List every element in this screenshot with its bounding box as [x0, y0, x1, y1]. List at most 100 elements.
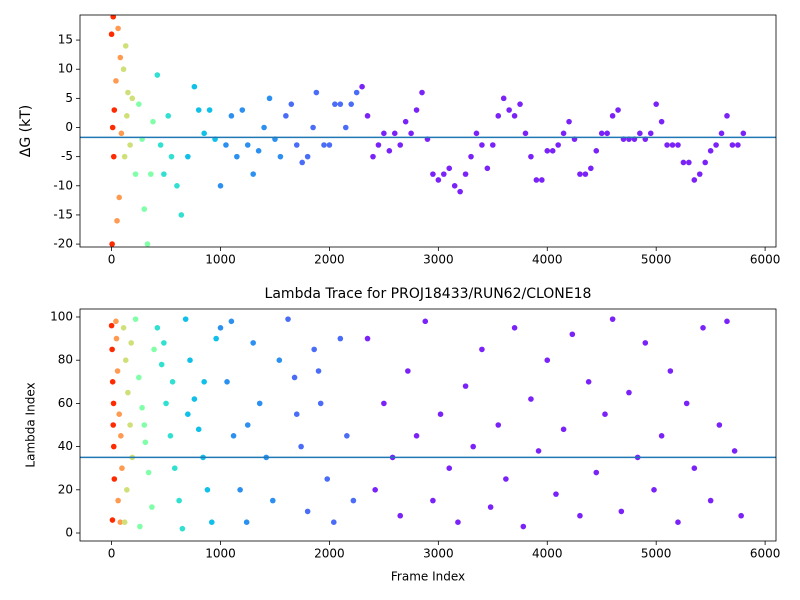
point: [321, 142, 327, 148]
point: [680, 159, 687, 166]
point: [370, 153, 376, 160]
point: [667, 368, 674, 374]
point: [217, 324, 224, 331]
x-tick-label: 0: [108, 547, 116, 561]
point: [250, 171, 256, 177]
point: [626, 389, 632, 396]
point: [288, 101, 295, 107]
point: [118, 130, 125, 137]
point: [127, 142, 133, 148]
x-tick-label: 1000: [205, 547, 236, 561]
point: [311, 346, 317, 353]
point: [110, 443, 117, 450]
point: [455, 519, 461, 526]
point: [185, 153, 191, 160]
point: [122, 357, 129, 363]
point: [110, 400, 117, 407]
point: [419, 89, 425, 96]
point: [228, 318, 235, 325]
point: [353, 89, 360, 96]
point: [158, 361, 165, 368]
point: [408, 130, 414, 137]
point: [110, 422, 117, 428]
points: [108, 15, 747, 247]
point: [593, 469, 600, 476]
point: [446, 465, 453, 472]
point: [141, 422, 148, 428]
point: [113, 318, 119, 325]
y-tick-label: -10: [53, 178, 73, 192]
point: [261, 124, 267, 131]
point: [117, 519, 124, 526]
point: [344, 433, 350, 439]
point: [176, 497, 182, 504]
point: [642, 340, 649, 346]
point: [108, 31, 115, 38]
subplot: 0 1000 2000 3000 4000 5000 6000 -20 -15 -10 -5 0 5 10…: [18, 14, 780, 267]
point: [230, 433, 237, 439]
point: [239, 107, 246, 113]
point: [109, 378, 116, 385]
point: [495, 113, 502, 119]
point: [430, 497, 436, 504]
point: [342, 124, 349, 131]
point: [117, 54, 124, 61]
point: [293, 411, 300, 417]
point: [560, 130, 567, 137]
point: [364, 335, 371, 342]
point: [609, 316, 616, 322]
point: [500, 95, 507, 102]
point: [372, 487, 378, 493]
point: [132, 316, 139, 322]
point: [707, 148, 714, 154]
point: [535, 448, 542, 454]
point: [150, 118, 156, 125]
point: [137, 523, 143, 530]
point: [111, 107, 118, 113]
point: [326, 142, 333, 148]
point: [484, 165, 491, 172]
point: [206, 107, 213, 113]
point: [405, 368, 411, 374]
point: [729, 142, 736, 148]
point: [291, 374, 298, 381]
point: [110, 153, 117, 160]
point: [533, 177, 540, 183]
point: [224, 378, 230, 385]
point: [413, 107, 420, 113]
point: [116, 411, 123, 417]
point: [707, 497, 714, 504]
point: [201, 378, 207, 385]
point: [255, 148, 262, 154]
point: [317, 400, 324, 407]
point: [397, 142, 404, 148]
point: [522, 130, 529, 137]
point: [109, 241, 115, 247]
point: [675, 142, 681, 148]
point: [386, 148, 393, 154]
point: [208, 519, 215, 526]
point: [313, 89, 320, 96]
x-tick-label: 2000: [314, 547, 345, 561]
point: [716, 422, 723, 428]
point: [178, 212, 185, 218]
points: [108, 316, 744, 532]
point: [109, 517, 116, 523]
point: [147, 171, 154, 177]
y-tick-label: 15: [58, 33, 73, 47]
point: [669, 142, 676, 148]
point: [479, 346, 485, 353]
x-tick-label: 5000: [641, 253, 672, 267]
point: [528, 396, 534, 402]
point: [658, 118, 665, 125]
point: [457, 188, 463, 195]
point: [113, 78, 119, 84]
point: [157, 142, 164, 148]
point: [588, 165, 594, 172]
point: [577, 171, 583, 177]
point: [109, 124, 116, 131]
point: [470, 443, 477, 450]
y-tick-label: -15: [53, 207, 73, 221]
x-tick-label: 1000: [205, 253, 236, 267]
point: [718, 130, 725, 137]
